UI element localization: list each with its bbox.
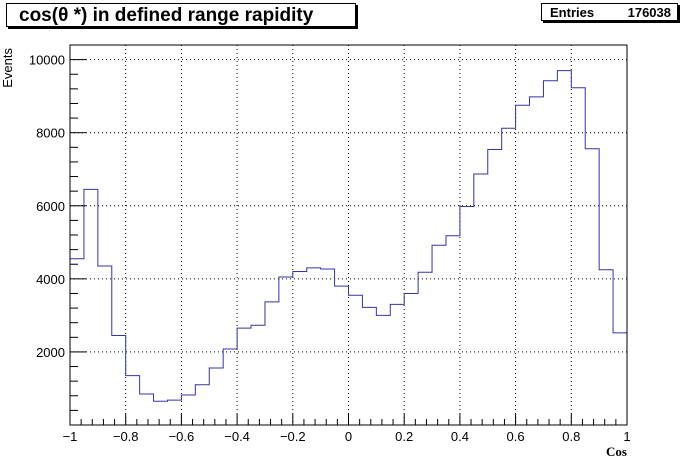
- histogram-bin: [474, 174, 488, 425]
- histogram-bin: [307, 268, 321, 425]
- stats-entries-label: Entries: [550, 5, 595, 20]
- tick-labels: −1 −0.8 −0.6 −0.4 −0.2 0 0.2 0.4 0.6 0.8 1 2000 4000…: [29, 53, 631, 444]
- y-tick-label: 2000: [36, 345, 65, 360]
- histogram-bin: [126, 376, 140, 425]
- histogram-bin: [418, 272, 432, 425]
- histogram-bin: [335, 286, 349, 425]
- histogram-bin: [195, 385, 209, 425]
- x-tick-label: −1: [63, 429, 78, 444]
- histogram-bin: [543, 81, 557, 425]
- histogram-bin: [599, 270, 613, 425]
- x-tick-label: −0.4: [224, 429, 250, 444]
- histogram-bin: [376, 315, 390, 425]
- histogram-bin: [613, 333, 627, 425]
- y-tick-label: 6000: [36, 199, 65, 214]
- histogram-bin: [251, 325, 265, 425]
- histogram-bin: [349, 295, 363, 425]
- x-tick-label: −0.2: [280, 429, 306, 444]
- histogram-bin: [237, 328, 251, 425]
- y-tick-label: 8000: [36, 126, 65, 141]
- histogram-bin: [265, 302, 279, 425]
- grid-lines: [70, 45, 627, 425]
- chart-title: cos(θ *) in defined range rapidity: [6, 3, 356, 27]
- histogram-bin: [209, 368, 223, 425]
- x-tick-label: −0.6: [169, 429, 195, 444]
- histogram-bin: [585, 149, 599, 425]
- x-tick-label: 0.2: [395, 429, 413, 444]
- x-tick-label: 0.4: [451, 429, 469, 444]
- histogram-bin: [84, 189, 98, 425]
- axes: [69, 44, 628, 426]
- histogram-bin: [571, 88, 585, 425]
- x-axis-label: Cos: [606, 444, 627, 459]
- histogram-bin: [154, 401, 168, 425]
- histogram-bin: [502, 128, 516, 425]
- y-tick-label: 10000: [29, 53, 65, 68]
- stats-entries-value: 176038: [627, 5, 671, 20]
- histogram-bin: [390, 304, 404, 425]
- histogram-bin: [516, 105, 530, 425]
- histogram-bin: [98, 266, 112, 425]
- histogram-bin: [530, 97, 544, 425]
- histogram-bin: [181, 395, 195, 425]
- histogram-bin: [112, 335, 126, 425]
- histogram-bin: [279, 277, 293, 425]
- histogram-bin: [460, 207, 474, 426]
- histogram-bin: [432, 245, 446, 425]
- histogram-bin: [223, 349, 237, 425]
- x-tick-label: 0: [345, 429, 352, 444]
- x-tick-label: 0.8: [562, 429, 580, 444]
- histogram-bin: [293, 272, 307, 425]
- histogram-bin: [488, 150, 502, 426]
- histogram-bin: [321, 269, 335, 425]
- histogram-bin: [557, 71, 571, 425]
- y-axis-label: Events: [0, 48, 15, 88]
- histogram-bin: [167, 400, 181, 425]
- histogram-bin: [404, 293, 418, 425]
- histogram-bin: [70, 259, 84, 425]
- y-tick-label: 4000: [36, 272, 65, 287]
- histogram-step-line: [69, 70, 628, 425]
- chart-title-text: cos(θ *) in defined range rapidity: [19, 5, 314, 26]
- histogram-series: [69, 70, 628, 426]
- histogram-bin: [362, 307, 376, 425]
- x-tick-label: −0.8: [113, 429, 139, 444]
- x-tick-label: 0.6: [507, 429, 525, 444]
- histogram-bin: [140, 394, 154, 425]
- x-tick-label: 1: [623, 429, 630, 444]
- histogram-bin: [446, 236, 460, 425]
- stats-box: Entries 176038: [541, 3, 678, 21]
